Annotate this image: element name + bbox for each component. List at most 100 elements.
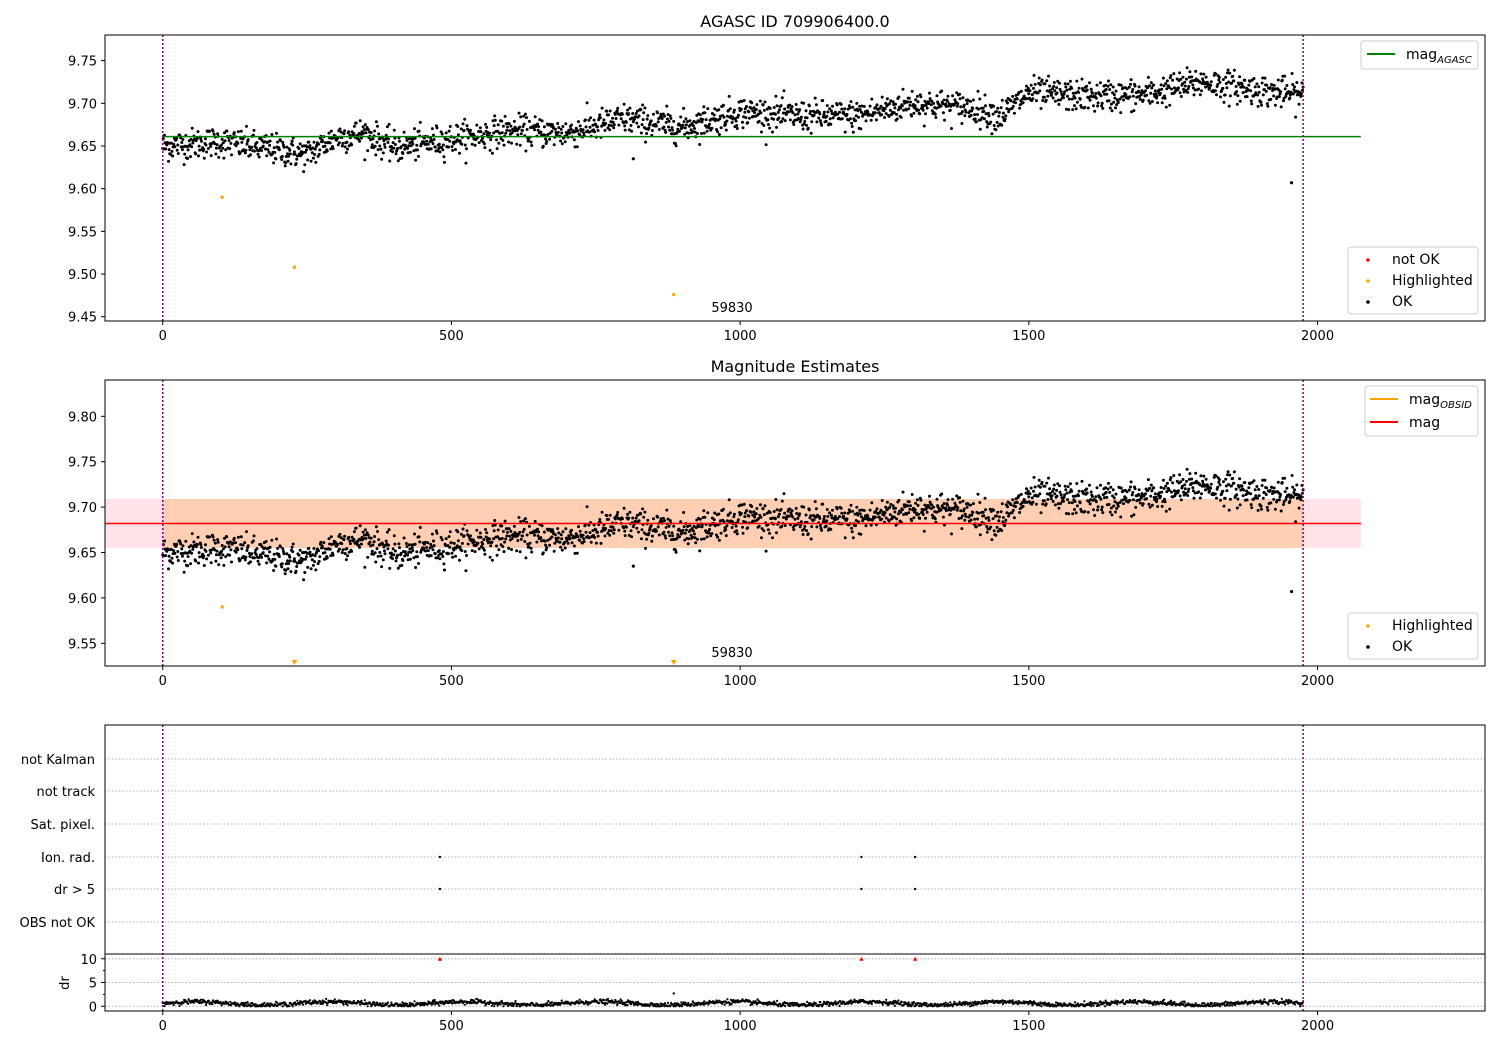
ok-point bbox=[978, 533, 982, 537]
ok-point bbox=[293, 559, 297, 563]
highlighted-point bbox=[220, 605, 224, 609]
ok-point bbox=[741, 120, 744, 124]
ok-point bbox=[224, 555, 228, 559]
ok-point bbox=[1268, 86, 1272, 90]
ok-point bbox=[239, 535, 243, 539]
ok-point bbox=[922, 529, 926, 533]
ok-point bbox=[366, 555, 370, 559]
ok-point bbox=[559, 533, 563, 537]
ok-point bbox=[391, 557, 394, 561]
ok-point bbox=[584, 530, 588, 534]
dr-point bbox=[502, 1005, 505, 1008]
ok-point bbox=[652, 517, 655, 521]
ok-point bbox=[572, 544, 576, 548]
ok-point bbox=[611, 120, 615, 124]
ok-point bbox=[944, 102, 948, 106]
ok-point bbox=[627, 533, 631, 537]
ok-point bbox=[1088, 81, 1091, 85]
ok-point bbox=[1167, 488, 1171, 492]
ok-point bbox=[469, 128, 472, 132]
ok-point bbox=[842, 112, 846, 116]
ok-point bbox=[387, 543, 390, 547]
ok-point bbox=[489, 138, 493, 142]
ok-point bbox=[1279, 493, 1283, 497]
ok-point bbox=[908, 103, 912, 107]
dr-point bbox=[419, 1004, 422, 1007]
dr-point bbox=[302, 1003, 305, 1006]
ok-point bbox=[459, 532, 463, 536]
ok-point bbox=[188, 549, 192, 553]
ok-point bbox=[804, 109, 808, 113]
ok-point bbox=[1095, 83, 1099, 87]
ok-point bbox=[1032, 475, 1036, 479]
ok-point bbox=[288, 148, 292, 152]
ok-point bbox=[497, 548, 501, 552]
ok-point bbox=[479, 130, 483, 134]
ok-point bbox=[698, 517, 702, 521]
ok-point bbox=[631, 516, 635, 520]
ok-point bbox=[196, 130, 200, 134]
ok-point bbox=[990, 132, 994, 136]
ok-point bbox=[683, 126, 687, 130]
ok-point bbox=[361, 125, 365, 129]
dr-point bbox=[342, 1003, 345, 1006]
ok-point bbox=[1279, 90, 1283, 94]
ok-point bbox=[971, 511, 975, 515]
ok-point bbox=[821, 502, 825, 506]
ok-point bbox=[667, 524, 671, 528]
ok-point bbox=[656, 111, 660, 115]
ok-point bbox=[831, 508, 834, 512]
ok-point bbox=[288, 555, 292, 559]
ok-point bbox=[407, 550, 411, 554]
dr-point bbox=[375, 1001, 379, 1004]
ok-point bbox=[754, 108, 758, 111]
ok-point bbox=[411, 142, 415, 146]
ok-point bbox=[1064, 488, 1068, 492]
ok-point bbox=[408, 150, 412, 154]
ok-point bbox=[692, 524, 696, 528]
ok-point bbox=[622, 506, 626, 510]
ok-point bbox=[848, 510, 852, 514]
ok-point bbox=[264, 147, 267, 151]
ok-point bbox=[697, 525, 701, 528]
ok-point bbox=[414, 566, 418, 569]
ok-point bbox=[807, 104, 811, 108]
ok-point bbox=[398, 546, 401, 550]
ok-point bbox=[265, 154, 269, 158]
ok-point bbox=[1232, 79, 1236, 83]
ok-point bbox=[1077, 91, 1080, 94]
ok-point bbox=[713, 107, 717, 111]
ok-point bbox=[1011, 104, 1015, 108]
ok-point bbox=[922, 104, 926, 107]
ok-point bbox=[1265, 102, 1269, 106]
ok-point bbox=[1021, 101, 1025, 105]
dr-point bbox=[396, 1002, 399, 1005]
ok-point bbox=[569, 127, 573, 131]
ok-point bbox=[877, 515, 881, 519]
ok-point bbox=[1119, 486, 1123, 490]
ok-point bbox=[1026, 89, 1030, 93]
ok-point bbox=[189, 544, 193, 548]
ok-point bbox=[1058, 490, 1062, 494]
ok-point bbox=[763, 100, 767, 104]
ok-point bbox=[1283, 490, 1287, 494]
ok-point bbox=[762, 513, 766, 517]
ok-point bbox=[622, 526, 625, 530]
ok-point bbox=[182, 163, 186, 167]
ok-point bbox=[1226, 68, 1230, 72]
ok-point bbox=[284, 155, 288, 158]
ok-point bbox=[947, 506, 951, 510]
ok-point bbox=[885, 97, 889, 101]
ok-point bbox=[236, 548, 240, 552]
ok-point bbox=[742, 502, 746, 506]
ok-point bbox=[1222, 504, 1226, 508]
ok-point bbox=[1094, 500, 1098, 504]
ok-point bbox=[702, 105, 706, 109]
ok-point bbox=[1241, 91, 1245, 95]
ok-point bbox=[986, 516, 990, 520]
ok-point bbox=[859, 515, 863, 519]
ok-point bbox=[783, 511, 787, 515]
ok-point bbox=[598, 518, 602, 521]
ok-point bbox=[485, 125, 489, 129]
ok-point bbox=[195, 543, 199, 546]
